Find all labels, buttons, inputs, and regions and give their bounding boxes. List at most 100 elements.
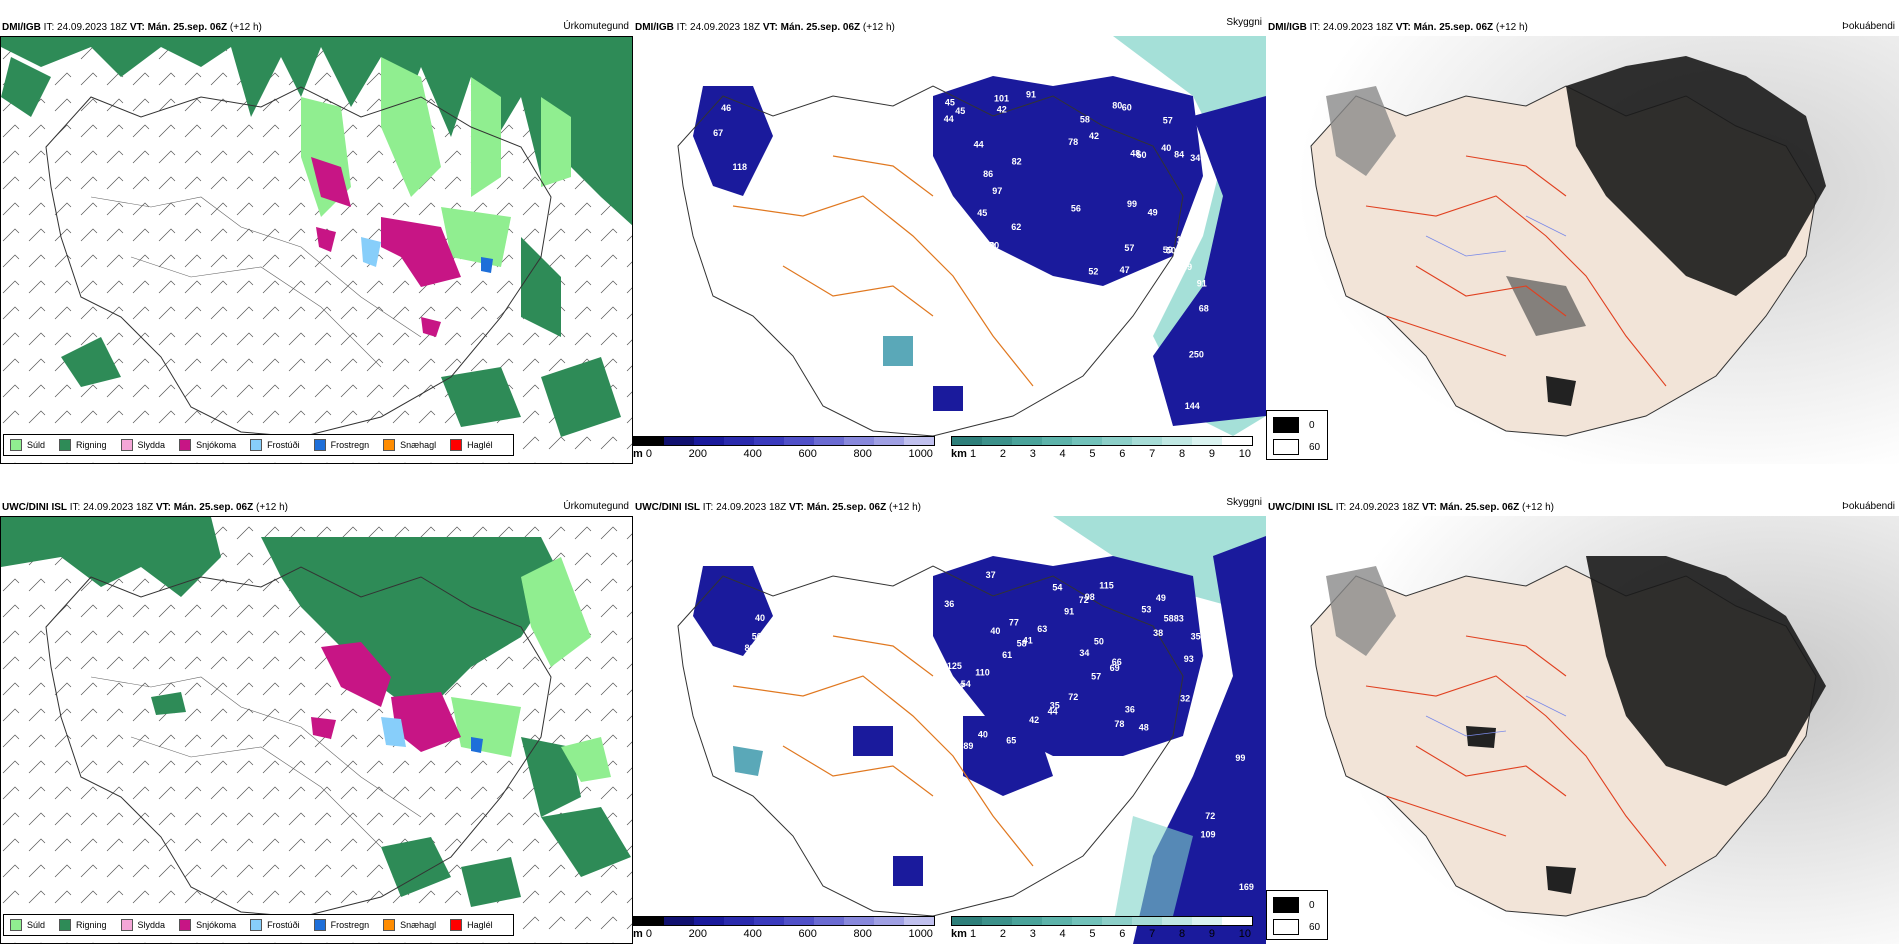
- panel-title: Úrkomutegund: [563, 21, 629, 32]
- cloud-base-label: 47: [1216, 637, 1226, 647]
- scale-km: km 1 2 3 4 5 6 7 8 9 10: [951, 916, 1253, 940]
- scale-km: km 1 2 3 4 5 6 7 8 9 10: [951, 436, 1253, 460]
- cloud-base-label: 99: [1127, 199, 1137, 209]
- cloud-base-label: 58: [1164, 614, 1174, 624]
- legend-item: Snæhagl: [383, 919, 436, 931]
- cloud-base-label: 91: [1026, 90, 1036, 100]
- legend-item: Snjókoma: [179, 439, 236, 451]
- legend-item: Rigning: [59, 919, 107, 931]
- cloud-map[interactable]: 118 67 46 60 49 44 57 50 40 44 56 42 45 43 42 50 47 57 99 1…: [633, 36, 1266, 464]
- cloud-base-label: 66: [1112, 657, 1122, 667]
- cloud-panel-top: DMI/IGB IT: 24.09.2023 18Z VT: Mán. 25.s…: [633, 0, 1266, 465]
- cloud-base-label: 110: [975, 667, 990, 677]
- panel-header: UWC/DINI ISL IT: 24.09.2023 18Z VT: Mán.…: [2, 502, 288, 513]
- cloud-base-label: 53: [1141, 604, 1151, 614]
- legend-item: Frostregn: [313, 919, 369, 931]
- cloud-base-label: 69: [1110, 663, 1120, 673]
- legend-item: Frostregn: [313, 439, 369, 451]
- cloud-base-label: 47: [1120, 265, 1130, 275]
- cloud-base-label: 41: [1023, 635, 1033, 645]
- scale-m: m 0 200 400 600 800 1000: [633, 436, 935, 460]
- cloud-base-label: 42: [1089, 131, 1099, 141]
- cloud-base-label: 86: [745, 643, 755, 653]
- cloud-base-label: 38: [1153, 628, 1163, 638]
- cloud-base-label: 54: [1052, 583, 1062, 593]
- legend-item: Haglél: [450, 919, 493, 931]
- cloud-base-label: 118: [733, 162, 748, 172]
- cloud-base-label: 57: [1163, 116, 1173, 126]
- cloud-base-label: 34: [1079, 648, 1089, 658]
- cloud-base-label: 50: [1166, 246, 1176, 256]
- cloud-base-label: 42: [1029, 715, 1039, 725]
- panel-header: DMI/IGB IT: 24.09.2023 18Z VT: Mán. 25.s…: [635, 22, 895, 33]
- cloud-base-label: 78: [1114, 719, 1124, 729]
- panel-header: UWC/DINI ISL IT: 24.09.2023 18Z VT: Mán.…: [635, 502, 921, 513]
- legend-item: Súld: [10, 919, 45, 931]
- cloud-base-label: 86: [983, 169, 993, 179]
- cloud-panel-bottom: UWC/DINI ISL IT: 24.09.2023 18Z VT: Mán.…: [633, 480, 1266, 945]
- cloud-base-label: 56: [1071, 203, 1081, 213]
- fog-map[interactable]: [1266, 516, 1899, 944]
- cloud-base-label: 65: [1006, 736, 1016, 746]
- cloud-base-label: 44: [1048, 707, 1058, 717]
- cloud-base-label: 34: [1190, 153, 1200, 163]
- cloud-base-label: 42: [997, 105, 1007, 115]
- panel-title: Skyggni: [1226, 17, 1262, 28]
- cloud-base-label: 50: [752, 631, 762, 641]
- cloud-base-label: 84: [1174, 150, 1184, 160]
- cloud-base-label: 93: [1184, 654, 1194, 664]
- precip-legend: Súld Rigning Slydda Snjókoma Frostúði Fr…: [3, 434, 514, 456]
- cloud-base-label: 44: [944, 114, 954, 124]
- fog-map[interactable]: [1266, 36, 1899, 464]
- legend-item: Frostúði: [250, 439, 300, 451]
- precip-map[interactable]: [0, 36, 633, 464]
- cloud-base-label: 103: [1176, 235, 1191, 245]
- fog-panel-bottom: UWC/DINI ISL IT: 24.09.2023 18Z VT: Mán.…: [1266, 480, 1899, 945]
- cloud-base-label: 48: [1130, 149, 1140, 159]
- fog-legend: 0 60: [1266, 410, 1328, 460]
- panel-title: Þokuábendi: [1842, 21, 1895, 32]
- cloud-base-label: 43: [985, 242, 995, 252]
- cloud-map[interactable]: 86 50 40 58 48 50 42 36 34 37 35 36 32 110 40 37 54 49 57 6…: [633, 516, 1266, 944]
- cloud-base-label: 89: [963, 741, 973, 751]
- panel-title: Skyggni: [1226, 497, 1262, 508]
- legend-item: Snjókoma: [179, 919, 236, 931]
- cloud-base-label: 36: [944, 599, 954, 609]
- legend-item: Haglél: [450, 439, 493, 451]
- cloud-base-label: 68: [1199, 304, 1209, 314]
- cloud-base-label: 37: [955, 682, 965, 692]
- cloud-base-label: 72: [1068, 692, 1078, 702]
- cloud-base-label: 91: [1064, 606, 1074, 616]
- cloud-base-label: 60: [1122, 102, 1132, 112]
- cloud-base-label: 58: [1080, 114, 1090, 124]
- cloud-base-label: 36: [1125, 705, 1135, 715]
- cloud-base-label: 57: [1124, 243, 1134, 253]
- cloud-base-label: 250: [1189, 350, 1204, 360]
- cloud-base-label: 52: [1088, 267, 1098, 277]
- cloud-base-label: 115: [1099, 580, 1114, 590]
- cloud-base-label: 45: [945, 97, 955, 107]
- cloud-base-label: 72: [1079, 595, 1089, 605]
- cloud-base-label: 82: [1012, 156, 1022, 166]
- panel-title: Þokuábendi: [1842, 501, 1895, 512]
- cloud-base-label: 35: [1191, 631, 1201, 641]
- cloud-base-label: 40: [755, 613, 765, 623]
- cloud-base-label: 46: [721, 103, 731, 113]
- legend-item: Frostúði: [250, 919, 300, 931]
- cloud-base-label: 91: [1197, 279, 1207, 289]
- cloud-base-label: 62: [1011, 222, 1021, 232]
- precip-map[interactable]: [0, 516, 633, 944]
- cloud-base-label: 40: [1161, 143, 1171, 153]
- cloud-base-label: 78: [1068, 137, 1078, 147]
- precip-panel-bottom: UWC/DINI ISL IT: 24.09.2023 18Z VT: Mán.…: [0, 480, 633, 945]
- cloud-base-label: 49: [1148, 208, 1158, 218]
- panel-header: UWC/DINI ISL IT: 24.09.2023 18Z VT: Mán.…: [1268, 502, 1554, 513]
- fog-legend: 0 60: [1266, 890, 1328, 940]
- legend-item: Snæhagl: [383, 439, 436, 451]
- cloud-base-label: 44: [974, 140, 984, 150]
- cloud-base-label: 67: [713, 128, 723, 138]
- cloud-base-label: 37: [986, 570, 996, 580]
- cloud-base-label: 101: [994, 93, 1009, 103]
- cloud-base-label: 50: [1137, 150, 1147, 160]
- cloud-base-label: 58: [1017, 638, 1027, 648]
